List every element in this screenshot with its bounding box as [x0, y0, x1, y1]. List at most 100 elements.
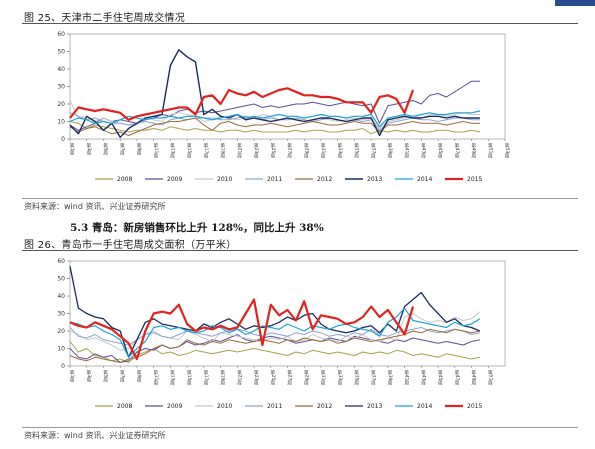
series-line-2012	[69, 117, 480, 136]
y-tick-label: 30	[57, 84, 65, 91]
series-line-2014	[69, 110, 481, 128]
x-tick-label: 第3周	[86, 142, 92, 157]
legend-label-2014: 2014	[417, 403, 432, 410]
figure-25-bottom-rule	[22, 198, 578, 199]
legend-label-2013: 2013	[367, 176, 382, 183]
x-tick-label: 第5周	[103, 369, 109, 384]
figure-25-source: 资料来源：wind 资讯、兴业证券研究所	[24, 202, 166, 211]
x-tick-label: 第13周	[169, 369, 175, 386]
x-tick-label: 第21周	[236, 369, 242, 386]
series-line-2014	[69, 307, 481, 358]
y-tick-label: 20	[57, 101, 65, 108]
x-tick-label: 第9周	[136, 142, 142, 157]
x-tick-label: 第45周	[437, 369, 443, 386]
x-tick-label: 第15周	[186, 142, 192, 159]
x-tick-label: 第25周	[270, 369, 276, 386]
legend-label-2009: 2009	[167, 403, 182, 410]
x-tick-label: 第19周	[220, 142, 226, 159]
x-tick-label: 第37周	[370, 142, 376, 159]
legend-label-2013: 2013	[367, 403, 382, 410]
y-tick-label: 0	[61, 363, 65, 370]
y-tick-label: 50	[57, 276, 65, 283]
y-tick-label: 10	[57, 346, 65, 353]
x-tick-label: 第1周	[69, 142, 75, 157]
y-tick-label: 30	[57, 311, 65, 318]
x-tick-label: 第45周	[437, 142, 443, 159]
x-tick-label: 第37周	[370, 369, 376, 386]
legend-label-2010: 2010	[217, 403, 232, 410]
series-line-2010	[69, 311, 481, 351]
x-tick-label: 第17周	[203, 142, 209, 159]
x-tick-label: 第11周	[153, 142, 159, 159]
x-tick-label: 第35周	[354, 369, 360, 386]
chart-qingdao-new-homes: 0 10 20 30 40 50 60 第1周 第3周 第5周 第7周 第9周 第11周 第13周 第15周…	[57, 258, 506, 410]
x-tick-label: 第43周	[420, 142, 426, 159]
x-tick-label: 第25周	[270, 142, 276, 159]
x-tick-label: 第43周	[420, 369, 426, 386]
x-tick-label: 第9周	[136, 369, 142, 384]
header-accent-bar	[555, 0, 595, 6]
x-tick-label: 第23周	[253, 369, 259, 386]
y-tick-label: 60	[57, 258, 65, 265]
section-heading-qingdao: 5.3 青岛：新房销售环比上升 128%，同比上升 38%	[70, 222, 324, 234]
y-tick-label: 20	[57, 328, 65, 335]
x-tick-label: 第5周	[103, 142, 109, 157]
x-tick-label: 第1周	[69, 369, 75, 384]
x-tick-label: 第47周	[454, 142, 460, 159]
legend-label-2009: 2009	[167, 176, 182, 183]
x-tick-label: 第51周	[487, 142, 493, 159]
x-tick-label: 第21周	[236, 142, 242, 159]
series-line-2015	[69, 87, 415, 121]
x-tick-label: 第27周	[287, 369, 293, 386]
x-tick-label: 第39周	[387, 142, 393, 159]
series-line-2013	[69, 266, 481, 358]
x-tick-label: 第3周	[86, 369, 92, 384]
legend-label-2015: 2015	[467, 403, 482, 410]
x-tick-label: 第19周	[220, 369, 226, 386]
x-tick-label: 第33周	[337, 142, 343, 159]
figure-26-bottom-rule	[22, 427, 578, 428]
figure-25-top-rule	[22, 23, 578, 24]
x-tick-label: 第31周	[320, 142, 326, 159]
legend-label-2008: 2008	[117, 403, 132, 410]
x-tick-label: 第49周	[471, 369, 477, 386]
y-tick-label: 50	[57, 49, 65, 56]
legend-label-2015: 2015	[467, 176, 482, 183]
legend-label-2011: 2011	[267, 176, 282, 183]
legend-label-2008: 2008	[117, 176, 132, 183]
x-tick-label: 第39周	[387, 369, 393, 386]
x-tick-label: 第29周	[303, 369, 309, 386]
figure-25-title: 图 25、天津市二手住宅周成交情况	[24, 13, 186, 24]
legend-label-2011: 2011	[267, 403, 282, 410]
x-tick-label: 第49周	[471, 142, 477, 159]
x-tick-label: 第33周	[337, 369, 343, 386]
figure-26-title: 图 26、青岛市一手住宅周成交面积（万平米）	[24, 240, 237, 251]
y-tick-label: 60	[57, 31, 65, 38]
x-tick-label: 第17周	[203, 369, 209, 386]
x-tick-label: 第53周	[504, 142, 510, 159]
x-tick-label: 第15周	[186, 369, 192, 386]
y-tick-label: 10	[57, 119, 65, 126]
x-tick-label: 第41周	[404, 369, 410, 386]
x-tick-label: 第11周	[153, 369, 159, 386]
x-tick-label: 第35周	[354, 142, 360, 159]
legend-label-2012: 2012	[317, 403, 332, 410]
x-tick-label: 第23周	[253, 142, 259, 159]
series-line-2015	[69, 298, 415, 361]
x-tick-label: 第27周	[287, 142, 293, 159]
x-tick-label: 第41周	[404, 142, 410, 159]
figure-26-top-rule	[22, 250, 578, 251]
legend-label-2010: 2010	[217, 176, 232, 183]
y-tick-label: 40	[57, 293, 65, 300]
x-tick-label: 第31周	[320, 369, 326, 386]
x-tick-label: 第13周	[169, 142, 175, 159]
figure-26-source: 资料来源：wind 资讯、兴业证券研究所	[24, 431, 166, 440]
legend-label-2014: 2014	[417, 176, 432, 183]
x-tick-label: 第47周	[454, 369, 460, 386]
y-tick-label: 0	[61, 136, 65, 143]
x-tick-label: 第51周	[487, 369, 493, 386]
series-line-2008	[69, 121, 480, 135]
legend-label-2012: 2012	[317, 176, 332, 183]
x-tick-label: 第29周	[303, 142, 309, 159]
series-line-2011	[69, 327, 480, 346]
